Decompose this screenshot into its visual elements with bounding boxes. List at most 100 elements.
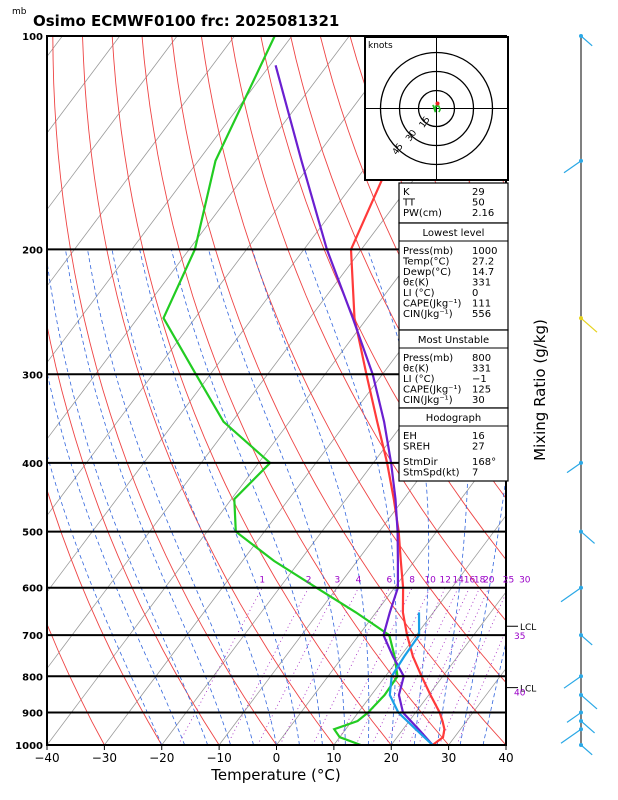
- dry-adiabat-line: [171, 36, 506, 745]
- pressure-tick-label: 900: [22, 709, 43, 720]
- lowest-label: Dewp(°C): [403, 267, 451, 278]
- dry-adiabat-line: [82, 36, 335, 745]
- dry-adiabat-line: [558, 36, 618, 745]
- wind-barb: [580, 35, 593, 47]
- hodograph-trace: [432, 104, 441, 113]
- index-value: 29: [472, 187, 485, 198]
- wind-barb-panel: [560, 34, 598, 756]
- mixing-ratio-line: [312, 587, 390, 745]
- moist-adiabat-line: [208, 249, 346, 745]
- isotherm-line: [47, 36, 121, 134]
- mixing-ratio-line: [355, 587, 431, 745]
- indices-box: [398, 407, 509, 482]
- dry-adiabat-line: [47, 488, 163, 745]
- x-tick-label: 10: [326, 751, 341, 765]
- dry-adiabat-line: [141, 36, 449, 745]
- pressure-tick-label: 200: [22, 245, 43, 256]
- x-tick-label: 40: [498, 751, 513, 765]
- chart-title: Osimo ECMWF0100 frc: 2025081321: [33, 12, 339, 30]
- dry-adiabat-line: [260, 36, 506, 561]
- storm-label: StmDir: [403, 457, 438, 468]
- hodo-label: SREH: [403, 442, 430, 453]
- moist-adiabat-line: [65, 249, 231, 745]
- unstable-label: LI (°C): [403, 374, 435, 385]
- mixing-ratio-label: 10: [424, 576, 436, 586]
- dry-adiabat-line: [200, 36, 506, 684]
- mixing-ratio-label: 20: [483, 576, 495, 586]
- x-tick-label: −40: [34, 751, 59, 765]
- mixing-ratio-label: 12: [440, 576, 451, 586]
- wind-barb: [580, 634, 593, 646]
- hodo-value: 16: [472, 431, 485, 442]
- moist-adiabat-line: [87, 249, 254, 745]
- dry-adiabat-line: [588, 36, 618, 745]
- hodo-label: EH: [403, 431, 417, 442]
- mixing-ratio-label: 6: [387, 576, 393, 586]
- x-axis-label: Temperature (°C): [210, 766, 340, 784]
- wind-barb: [580, 317, 598, 333]
- isotherm-line: [276, 438, 506, 745]
- moist-adiabat-line: [139, 249, 300, 745]
- isotherm-line: [47, 36, 407, 517]
- dry-adiabat-line: [52, 36, 277, 745]
- isotherm-line: [563, 36, 618, 745]
- mixing-ratio-line: [456, 629, 506, 745]
- lowest-value: 1000: [472, 246, 497, 257]
- series-line-parcel: [274, 65, 434, 745]
- unstable-value: 800: [472, 353, 491, 364]
- unstable-value: 125: [472, 385, 491, 396]
- dry-adiabat-line: [230, 36, 506, 622]
- lowest-label: CAPE(Jkg⁻¹): [403, 299, 461, 310]
- index-label: TT: [402, 198, 416, 209]
- lowest-label: Temp(°C): [402, 257, 450, 268]
- mixing-ratio-axis-label: Mixing Ratio (g/kg): [531, 319, 549, 461]
- moist-adiabat-line: [251, 249, 370, 745]
- wind-barb: [563, 675, 582, 689]
- x-tick-label: −20: [149, 751, 174, 765]
- mixing-ratio-line: [408, 587, 481, 745]
- mixing-ratio-label: 14: [452, 576, 464, 586]
- lowest-value: 27.2: [472, 257, 494, 268]
- mixing-ratio-label: 4: [356, 576, 362, 586]
- lcl-label: LCL: [520, 623, 536, 633]
- mixing-ratio-label: 3: [335, 576, 341, 586]
- wind-barb: [580, 694, 598, 710]
- most-unstable-heading: Most Unstable: [418, 335, 489, 346]
- moist-adiabat-line: [111, 249, 277, 745]
- indices-table: K 29 TT 50 PW(cm) 2.16 Lowest level Press(mb) 10…: [398, 182, 509, 482]
- mixing-ratio-line: [226, 587, 310, 745]
- wind-barb: [566, 462, 582, 474]
- wind-barb: [580, 744, 593, 756]
- moist-adiabat-line: [459, 474, 506, 745]
- unstable-label: Press(mb): [403, 353, 453, 364]
- moist-adiabat-line: [436, 249, 469, 745]
- lowest-value: 331: [472, 278, 491, 289]
- temperature-label: 40: [514, 688, 526, 698]
- index-label: PW(cm): [403, 208, 442, 219]
- mixing-ratio-label: 2: [306, 576, 312, 586]
- mixing-ratio-line: [371, 587, 446, 745]
- unstable-value: −1: [472, 374, 487, 385]
- pressure-tick-label: 700: [22, 631, 43, 642]
- isotherm-line: [47, 36, 350, 440]
- lowest-label: Press(mb): [403, 246, 453, 257]
- pressure-tick-label: 600: [22, 584, 43, 595]
- lowest-value: 556: [472, 309, 491, 320]
- isotherm-line: [47, 36, 178, 211]
- mixing-ratio-label: 30: [519, 576, 531, 586]
- x-tick-label: −30: [92, 751, 117, 765]
- isotherm-line: [47, 36, 293, 364]
- wind-barb: [580, 531, 595, 544]
- moist-adiabat-line: [47, 258, 209, 745]
- mixing-ratio-line: [417, 587, 490, 745]
- isotherm-line: [47, 36, 235, 287]
- mixing-ratio-line: [257, 587, 338, 745]
- lowest-label: θε(K): [403, 278, 429, 289]
- wind-barb: [563, 160, 582, 174]
- moist-adiabat-line: [47, 370, 186, 745]
- index-label: K: [403, 187, 410, 198]
- pressure-tick-label: 100: [22, 32, 43, 43]
